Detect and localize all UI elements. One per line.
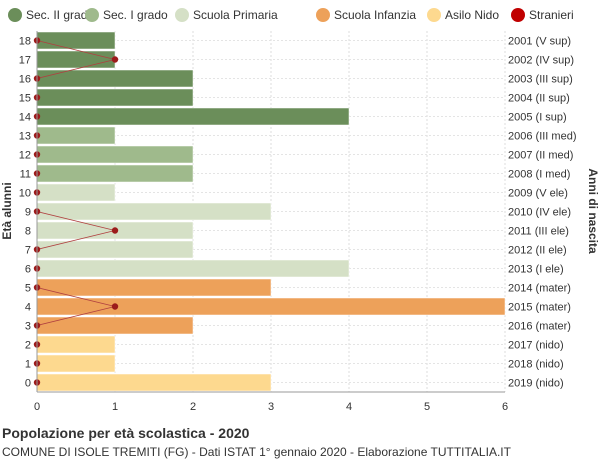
y-tick-label-birth: 2018 (nido) — [508, 359, 564, 371]
legend-swatch — [85, 8, 99, 22]
y-tick-label-birth: 2011 (III ele) — [508, 226, 569, 238]
y-tick-label-birth: 2005 (I sup) — [508, 112, 567, 124]
x-tick-label: 0 — [34, 401, 40, 413]
legend: Sec. II grado Sec. I grado Scuola Primaria… — [8, 8, 574, 22]
y-tick-label-age: 17 — [19, 55, 31, 67]
bar-age-5 — [36, 278, 272, 297]
legend-swatch — [316, 8, 330, 22]
bar-age-2 — [36, 335, 116, 354]
bar-age-12 — [36, 145, 194, 164]
y-tick-label-age: 1 — [25, 359, 31, 371]
y-tick-label-birth: 2008 (I med) — [508, 169, 570, 181]
x-tick-label: 1 — [112, 401, 118, 413]
stranieri-point-17 — [111, 56, 119, 63]
x-tick-label: 4 — [346, 401, 352, 413]
stranieri-point-4 — [111, 303, 119, 310]
legend-item-2: Scuola Primaria — [175, 8, 278, 22]
y-tick-label-birth: 2017 (nido) — [508, 340, 564, 352]
y-tick-label-age: 7 — [25, 245, 31, 257]
stranieri-point-8 — [111, 227, 119, 234]
y-tick-label-age: 14 — [19, 112, 31, 124]
y-tick-label-birth: 2016 (mater) — [508, 321, 571, 333]
bar-age-0 — [36, 373, 272, 392]
legend-label: Scuola Infanzia — [334, 8, 416, 22]
legend-swatch — [427, 8, 441, 22]
bar-age-11 — [36, 164, 194, 183]
bar-age-17 — [36, 50, 116, 69]
bar-age-1 — [36, 354, 116, 373]
legend-label: Sec. II grado — [26, 8, 94, 22]
y-tick-label-birth: 2004 (II sup) — [508, 93, 570, 105]
legend-label: Asilo Nido — [445, 8, 499, 22]
bar-age-15 — [36, 88, 194, 107]
bar-age-10 — [36, 183, 116, 202]
y-tick-label-age: 10 — [19, 188, 31, 200]
y-tick-label-age: 9 — [25, 207, 31, 219]
bar-age-4 — [36, 297, 506, 316]
y-tick-label-birth: 2003 (III sup) — [508, 74, 573, 86]
y-tick-label-birth: 2014 (mater) — [508, 283, 571, 295]
chart-title: Popolazione per età scolastica - 2020 — [2, 425, 250, 441]
y-axis-label-right: Anni di nascita — [586, 168, 600, 254]
legend-label: Sec. I grado — [103, 8, 168, 22]
bar-age-18 — [36, 31, 116, 50]
y-tick-label-age: 5 — [25, 283, 31, 295]
legend-item-3: Scuola Infanzia — [316, 8, 416, 22]
y-tick-label-age: 4 — [25, 302, 31, 314]
x-tick-label: 5 — [424, 401, 430, 413]
bar-age-14 — [36, 107, 350, 126]
legend-item-5: Stranieri — [511, 8, 574, 22]
x-tick-label: 2 — [190, 401, 196, 413]
y-tick-label-age: 8 — [25, 226, 31, 238]
legend-item-1: Sec. I grado — [85, 8, 168, 22]
x-tick-label: 3 — [268, 401, 274, 413]
legend-swatch — [8, 8, 22, 22]
y-tick-label-age: 6 — [25, 264, 31, 276]
y-tick-label-birth: 2012 (II ele) — [508, 245, 567, 257]
age-bar-chart: Sec. II grado Sec. I grado Scuola Primaria… — [0, 8, 600, 413]
y-tick-label-age: 15 — [19, 93, 31, 105]
legend-label: Scuola Primaria — [193, 8, 278, 22]
x-tick-label: 6 — [502, 401, 508, 413]
bar-age-9 — [36, 202, 272, 221]
y-tick-label-birth: 2006 (III med) — [508, 131, 576, 143]
legend-swatch — [511, 8, 525, 22]
y-tick-label-age: 12 — [19, 150, 31, 162]
legend-swatch — [175, 8, 189, 22]
axes: 0 1 2 3 4 5 618 2001 (V sup)17 2002 (IV sup)16 20… — [19, 31, 576, 413]
y-tick-label-age: 16 — [19, 74, 31, 86]
y-tick-label-birth: 2002 (IV sup) — [508, 55, 574, 67]
y-tick-label-birth: 2009 (V ele) — [508, 188, 568, 200]
y-tick-label-age: 13 — [19, 131, 31, 143]
bar-age-6 — [36, 259, 350, 278]
y-tick-label-age: 11 — [20, 169, 31, 181]
y-tick-label-birth: 2007 (II med) — [508, 150, 573, 162]
y-tick-label-birth: 2019 (nido) — [508, 378, 564, 390]
y-tick-label-age: 0 — [25, 378, 31, 390]
y-tick-label-age: 3 — [25, 321, 31, 333]
y-tick-label-age: 18 — [19, 36, 31, 48]
y-tick-label-birth: 2010 (IV ele) — [508, 207, 571, 219]
y-axis-label: Età alunni — [0, 182, 14, 239]
chart-subtitle: COMUNE DI ISOLE TREMITI (FG) - Dati ISTA… — [2, 445, 511, 459]
bar-age-13 — [36, 126, 116, 145]
legend-item-0: Sec. II grado — [8, 8, 94, 22]
legend-label: Stranieri — [529, 8, 574, 22]
y-tick-label-birth: 2015 (mater) — [508, 302, 571, 314]
y-tick-label-birth: 2013 (I ele) — [508, 264, 564, 276]
legend-item-4: Asilo Nido — [427, 8, 499, 22]
y-tick-label-age: 2 — [25, 340, 31, 352]
y-tick-label-birth: 2001 (V sup) — [508, 36, 571, 48]
